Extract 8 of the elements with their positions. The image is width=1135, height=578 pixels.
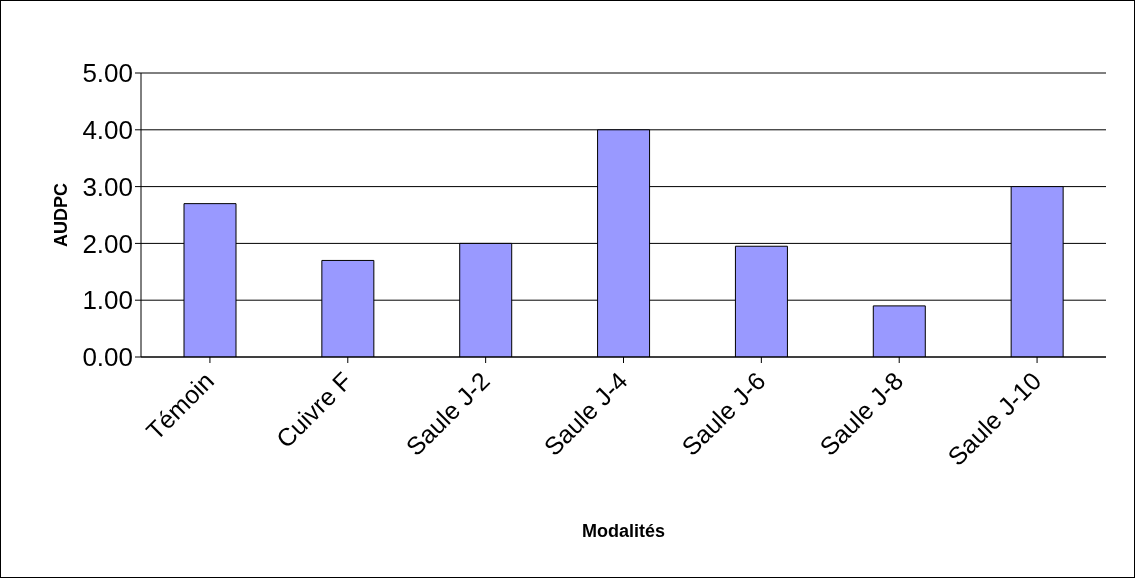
y-tick-label: 4.00 xyxy=(82,115,133,146)
y-tick-label: 5.00 xyxy=(82,58,133,89)
y-tick-label: 0.00 xyxy=(82,342,133,373)
y-axis-title: AUDPC xyxy=(51,182,72,248)
x-axis-title: Modalités xyxy=(581,521,666,541)
y-tick-label: 1.00 xyxy=(82,285,133,316)
y-tick-label: 2.00 xyxy=(82,228,133,259)
y-tick-label: 3.00 xyxy=(82,171,133,202)
